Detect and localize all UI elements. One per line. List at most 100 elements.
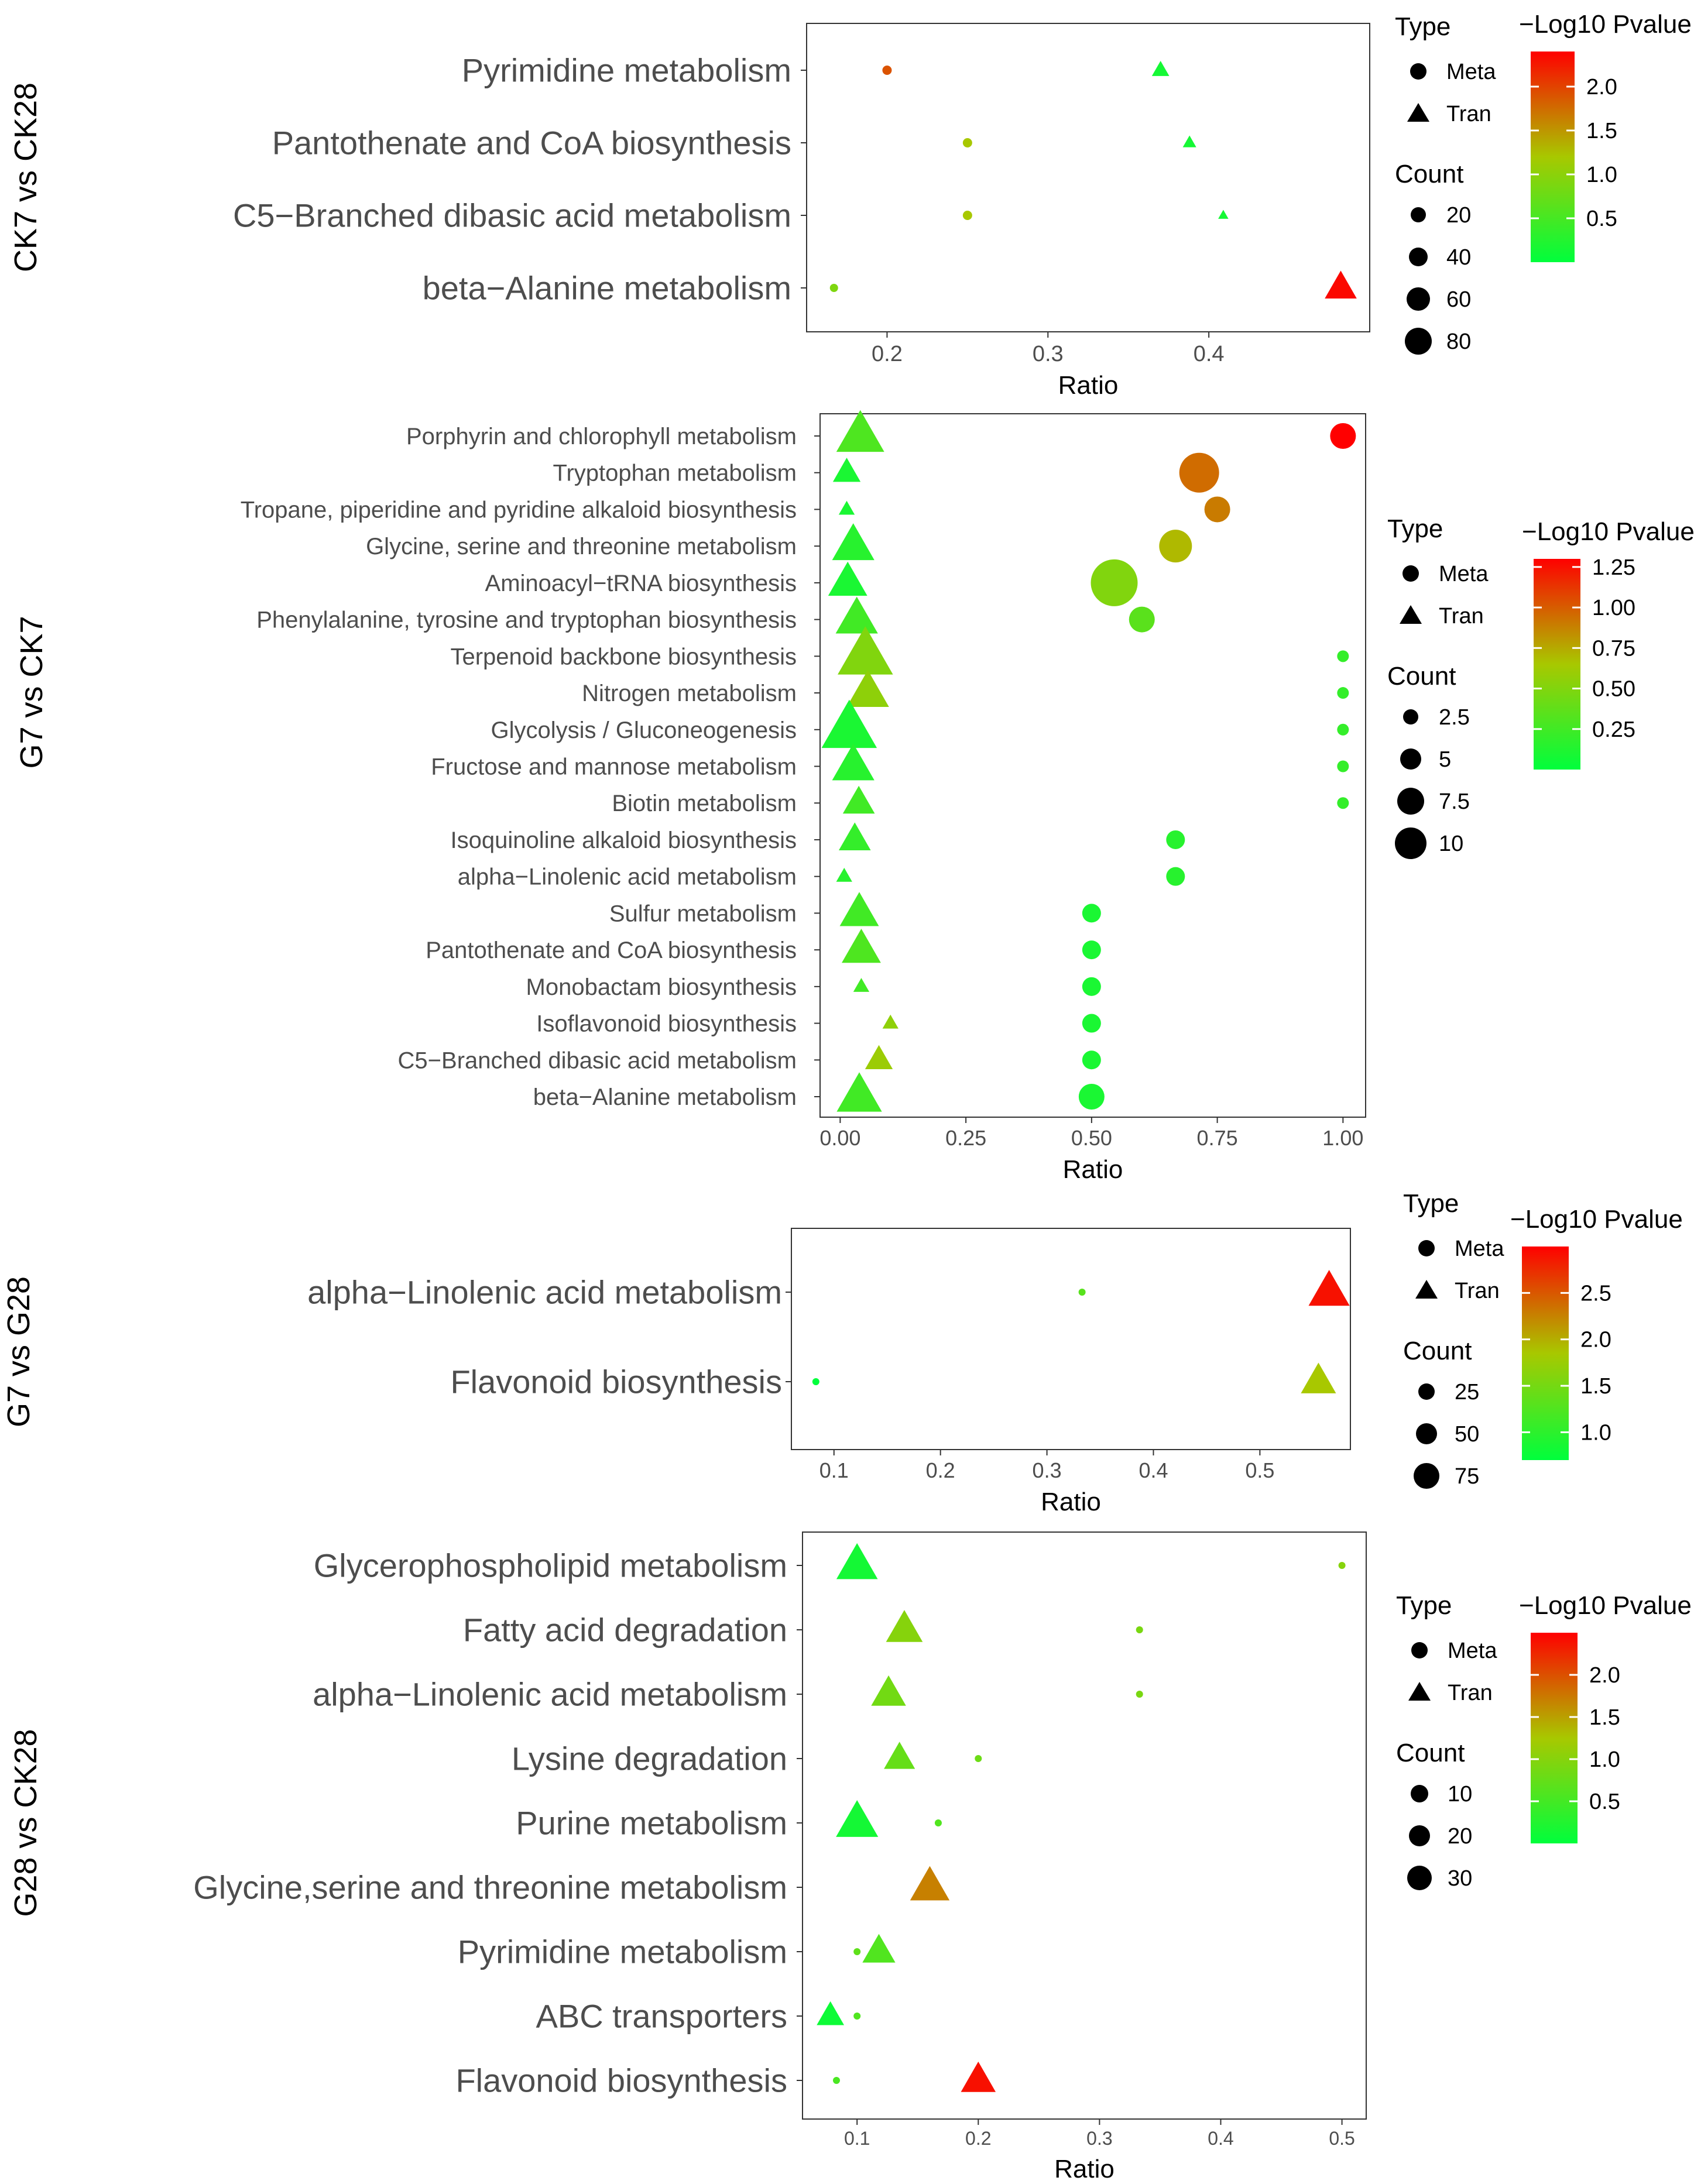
colorbar xyxy=(1531,1633,1578,1843)
meta-point xyxy=(853,2013,861,2020)
colorbar-tick-label: 0.5 xyxy=(1589,1790,1620,1814)
count-legend-label: 20 xyxy=(1448,1824,1472,1849)
y-category-label: Porphyrin and chlorophyll metabolism xyxy=(406,424,797,449)
count-legend-label: 75 xyxy=(1455,1464,1479,1489)
legend-tran-symbol xyxy=(1407,103,1429,122)
y-category-label: Glycerophospholipid metabolism xyxy=(314,1547,787,1584)
meta-point xyxy=(1337,760,1349,772)
colorbar-tick-label: 1.0 xyxy=(1589,1747,1620,1772)
tran-point xyxy=(832,743,875,781)
count-legend-symbol xyxy=(1418,1383,1435,1400)
panel-p4: G28 vs CK28 Glycerophospholipid metabolis… xyxy=(8,1531,1692,2183)
y-category-label: Flavonoid biosynthesis xyxy=(450,1364,782,1400)
x-tick-label: 0.1 xyxy=(819,1458,849,1482)
y-category-label: Sulfur metabolism xyxy=(609,901,797,926)
colorbar-tick-label: 0.75 xyxy=(1592,636,1635,661)
y-category-label: Glycolysis / Gluconeogenesis xyxy=(491,717,797,743)
plot-frame xyxy=(806,23,1370,332)
y-category-label: Flavonoid biosynthesis xyxy=(455,2062,787,2099)
tran-point xyxy=(862,1934,896,1963)
legend: Type Meta Tran Count 10 20 30 −Log10 Pvalue 0.5 1… xyxy=(1396,1591,1692,1891)
legend-tran-label: Tran xyxy=(1439,604,1484,629)
colorbar-tick-label: 1.0 xyxy=(1586,163,1617,187)
count-legend-title: Count xyxy=(1396,1739,1465,1767)
x-tick-label: 0.2 xyxy=(872,342,903,366)
tran-point xyxy=(839,892,879,926)
tran-point xyxy=(1308,1270,1350,1306)
tran-point xyxy=(886,1610,923,1642)
legend-meta-label: Meta xyxy=(1448,1639,1497,1663)
count-legend-label: 40 xyxy=(1446,245,1471,270)
meta-point xyxy=(975,1755,982,1762)
meta-point xyxy=(1136,1691,1143,1698)
y-category-label: Lysine degradation xyxy=(512,1740,787,1777)
legend-meta-label: Meta xyxy=(1446,60,1496,84)
meta-point xyxy=(1136,1626,1143,1633)
count-legend-symbol xyxy=(1407,1866,1432,1890)
y-category-label: Pantothenate and CoA biosynthesis xyxy=(426,938,797,963)
count-legend-label: 10 xyxy=(1439,832,1463,856)
count-legend-symbol xyxy=(1409,1825,1430,1846)
panel-p2: G7 vs CK7 Porphyrin and chlorophyll metab… xyxy=(14,410,1694,1184)
tran-point xyxy=(842,785,875,814)
tran-point xyxy=(836,867,852,882)
legend-meta-label: Meta xyxy=(1455,1237,1504,1261)
tran-point xyxy=(842,928,881,963)
colorbar-tick-label: 0.50 xyxy=(1592,677,1635,702)
count-legend-symbol xyxy=(1403,709,1418,724)
tran-point xyxy=(835,596,878,634)
colorbar-tick-label: 1.25 xyxy=(1592,555,1635,580)
colorbar-tick-label: 1.00 xyxy=(1592,596,1635,620)
y-category-label: Pyrimidine metabolism xyxy=(458,1934,787,1970)
x-tick-label: 0.25 xyxy=(945,1126,986,1150)
count-legend-symbol xyxy=(1397,788,1424,815)
legend: Type Meta Tran Count 20 40 60 80 −Log10 Pvalue 0.… xyxy=(1395,10,1692,355)
y-category-label: Purine metabolism xyxy=(516,1805,787,1842)
count-legend-label: 30 xyxy=(1448,1866,1472,1891)
plot-frame xyxy=(802,1531,1367,2120)
x-tick-label: 0.50 xyxy=(1071,1126,1112,1150)
colorbar-title: −Log10 Pvalue xyxy=(1510,1205,1683,1234)
count-legend-symbol xyxy=(1411,207,1426,222)
x-tick-label: 0.00 xyxy=(819,1126,860,1150)
x-axis-label: Ratio xyxy=(1054,2155,1115,2183)
colorbar xyxy=(1531,51,1575,262)
type-legend-title: Type xyxy=(1396,1591,1452,1620)
meta-point xyxy=(829,284,838,292)
y-category-label: Terpenoid backbone biosynthesis xyxy=(450,644,797,669)
meta-point xyxy=(1082,1050,1101,1070)
meta-point xyxy=(1082,977,1101,996)
legend-meta-symbol xyxy=(1411,1642,1428,1658)
x-tick-label: 0.75 xyxy=(1197,1126,1238,1150)
x-tick-label: 0.3 xyxy=(1033,1458,1062,1482)
tran-point xyxy=(836,1072,882,1112)
y-category-label: Biotin metabolism xyxy=(612,791,797,816)
meta-point xyxy=(1078,1084,1105,1110)
colorbar-tick-label: 1.5 xyxy=(1589,1705,1620,1730)
count-legend-title: Count xyxy=(1395,160,1463,188)
y-category-label: Glycine, serine and threonine metabolism xyxy=(366,534,797,559)
meta-point xyxy=(1337,797,1349,809)
meta-point xyxy=(1091,559,1138,606)
meta-point xyxy=(1082,1014,1101,1033)
colorbar xyxy=(1534,559,1580,770)
tran-point xyxy=(828,561,867,596)
tran-point xyxy=(910,1866,950,1901)
tran-point xyxy=(1325,270,1357,299)
legend-tran-symbol xyxy=(1415,1280,1438,1299)
count-legend-label: 60 xyxy=(1446,287,1471,312)
panel-p1: CK7 vs CK28 Pyrimidine metabolism Pantothe… xyxy=(8,10,1692,400)
plot-frame xyxy=(819,413,1366,1118)
type-legend-title: Type xyxy=(1403,1189,1459,1218)
tran-point xyxy=(1151,60,1170,76)
legend-tran-label: Tran xyxy=(1455,1279,1500,1303)
y-category-label: Fatty acid degradation xyxy=(463,1612,787,1649)
panel-title: G7 vs G28 xyxy=(1,1276,36,1427)
colorbar-tick-label: 0.5 xyxy=(1586,207,1617,231)
tran-point xyxy=(836,410,884,452)
legend: Type Meta Tran Count 2.5 5 7.5 10 −Log10 Pvalue 0… xyxy=(1387,514,1694,859)
y-category-label: Monobactam biosynthesis xyxy=(526,974,797,1000)
x-tick-label: 0.2 xyxy=(926,1458,955,1482)
count-legend-label: 80 xyxy=(1446,329,1471,354)
tran-point xyxy=(817,2001,845,2025)
